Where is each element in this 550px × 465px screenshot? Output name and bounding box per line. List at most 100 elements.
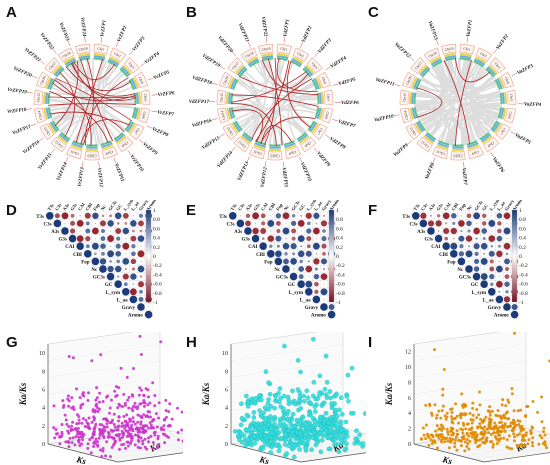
correlation-dot bbox=[290, 258, 297, 265]
chromosome-band bbox=[459, 43, 475, 55]
data-point bbox=[317, 392, 322, 398]
data-point bbox=[499, 420, 503, 424]
duplication-link bbox=[54, 77, 133, 122]
data-point bbox=[164, 409, 168, 413]
density-track bbox=[459, 57, 471, 62]
y-axis bbox=[483, 452, 550, 463]
density-track bbox=[444, 55, 457, 60]
correlation-dot bbox=[489, 266, 495, 272]
density-track bbox=[417, 120, 426, 131]
data-point bbox=[74, 427, 78, 431]
density-track bbox=[127, 122, 137, 134]
density-track bbox=[124, 120, 133, 131]
chromosome-band bbox=[504, 107, 516, 124]
chromosome-label: Chr19 bbox=[444, 46, 454, 51]
density-track bbox=[93, 53, 107, 57]
gene-tick bbox=[231, 51, 237, 57]
data-point bbox=[123, 446, 127, 450]
grid-line bbox=[413, 344, 527, 361]
correlation-dot bbox=[132, 283, 135, 286]
correlation-dot bbox=[468, 260, 470, 262]
data-point bbox=[441, 393, 445, 397]
data-point bbox=[249, 396, 255, 402]
data-point bbox=[519, 408, 523, 412]
data-point bbox=[130, 423, 134, 427]
gene-tick bbox=[490, 152, 495, 158]
correlation-dot bbox=[116, 222, 120, 225]
correlation-dot bbox=[69, 228, 76, 234]
chromosome-band bbox=[312, 123, 328, 140]
chromosome-label: Chr19 bbox=[261, 46, 271, 51]
data-point bbox=[333, 420, 339, 426]
data-point bbox=[324, 395, 330, 401]
data-point bbox=[112, 412, 116, 416]
data-point bbox=[317, 373, 323, 379]
data-point bbox=[139, 388, 143, 392]
gene-label: VrZFP22 bbox=[38, 32, 54, 51]
correlation-dot bbox=[139, 289, 143, 294]
data-point bbox=[444, 417, 448, 421]
correlation-dot bbox=[101, 214, 105, 218]
density-track bbox=[276, 53, 290, 57]
correlation-dot bbox=[245, 213, 251, 218]
background-link bbox=[414, 91, 502, 112]
density-track bbox=[503, 91, 507, 105]
data-point bbox=[99, 448, 103, 452]
duplication-link bbox=[238, 76, 319, 95]
correlation-dot bbox=[328, 304, 335, 310]
data-point bbox=[507, 417, 511, 421]
gene-tick bbox=[332, 83, 339, 86]
gene-tick bbox=[140, 62, 146, 67]
data-point bbox=[162, 418, 166, 422]
grid-line bbox=[472, 447, 550, 460]
data-point bbox=[322, 386, 328, 392]
correlation-dot bbox=[307, 260, 310, 263]
gene-tick bbox=[325, 66, 331, 71]
gene-tick bbox=[98, 161, 100, 168]
data-point bbox=[499, 416, 503, 420]
chromosome-band bbox=[134, 71, 148, 89]
data-point bbox=[312, 430, 317, 436]
data-point bbox=[524, 414, 528, 418]
data-point bbox=[337, 407, 342, 413]
data-point bbox=[136, 445, 140, 449]
data-point bbox=[436, 446, 440, 450]
data-point bbox=[526, 442, 530, 446]
gene-label: VaZFP5 bbox=[514, 133, 532, 146]
correlation-dot bbox=[503, 296, 511, 303]
data-point bbox=[449, 415, 453, 419]
chromosome-band bbox=[222, 123, 238, 140]
background-link bbox=[90, 119, 123, 147]
data-point bbox=[488, 410, 492, 414]
data-point bbox=[119, 366, 123, 370]
data-point bbox=[349, 365, 355, 371]
grid-line bbox=[47, 394, 161, 411]
data-point bbox=[66, 394, 70, 398]
density-track bbox=[126, 121, 135, 133]
data-point bbox=[545, 446, 549, 450]
correlation-dot bbox=[443, 227, 450, 235]
data-point bbox=[239, 431, 244, 437]
correlation-dot bbox=[255, 222, 257, 224]
background-link bbox=[416, 62, 478, 92]
data-point bbox=[67, 354, 71, 358]
chromosome-band bbox=[432, 146, 449, 160]
correlation-dot bbox=[130, 258, 137, 265]
data-point bbox=[66, 439, 70, 443]
density-track bbox=[228, 107, 234, 120]
data-point bbox=[298, 406, 304, 411]
correlation-dot bbox=[267, 250, 275, 258]
data-point bbox=[470, 421, 474, 425]
data-point bbox=[504, 404, 508, 408]
chromosome-label: Chr14 bbox=[37, 110, 43, 120]
z-axis-label: Ka/Ks bbox=[201, 382, 211, 406]
correlation-dot bbox=[259, 242, 267, 250]
column-label: L_sym bbox=[306, 200, 318, 212]
gene-label: VdZFP3 bbox=[317, 38, 333, 55]
data-point bbox=[78, 396, 82, 400]
row-label: CBI bbox=[439, 253, 448, 258]
correlation-dot bbox=[260, 228, 267, 234]
data-point bbox=[81, 402, 85, 406]
data-point bbox=[310, 336, 316, 342]
data-point bbox=[142, 413, 146, 417]
